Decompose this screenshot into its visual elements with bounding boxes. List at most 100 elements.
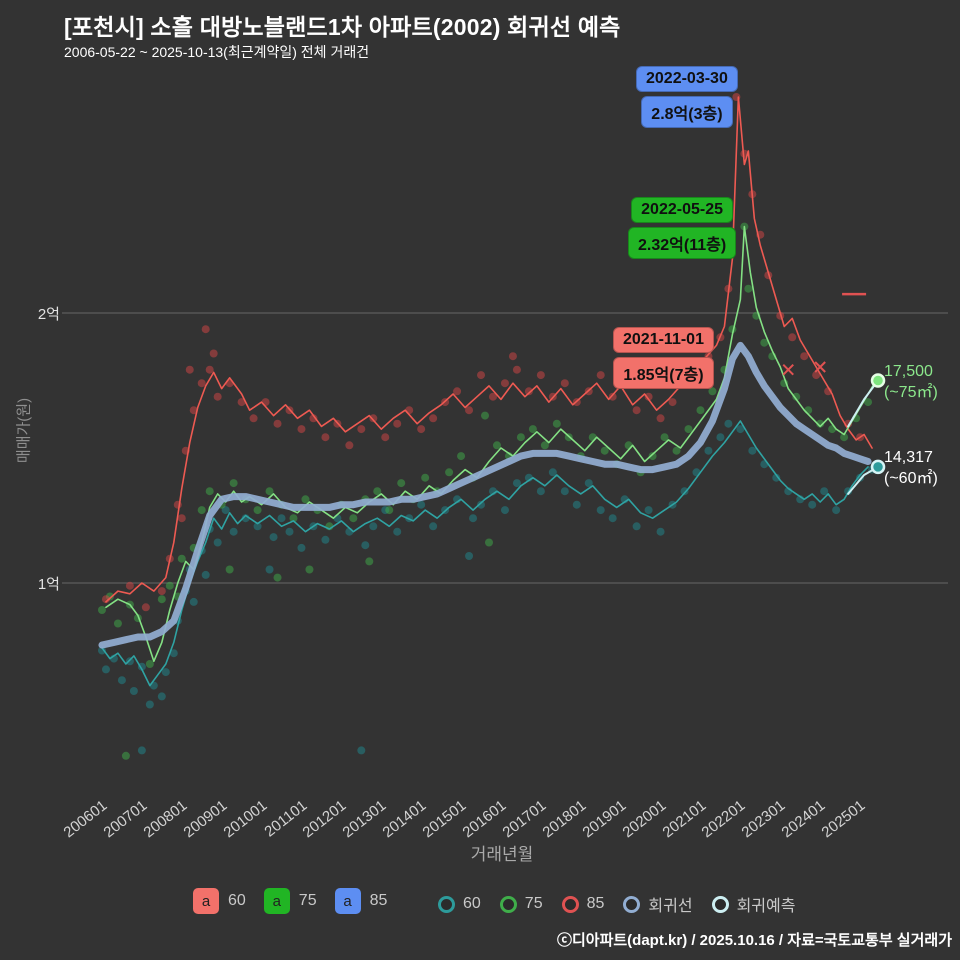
scatter-point-scatter-75 bbox=[301, 495, 310, 504]
legend-box-item-75[interactable]: a 75 bbox=[263, 888, 317, 914]
legend-dot-label: 회귀예측 bbox=[736, 898, 796, 915]
scatter-point-scatter-85 bbox=[261, 398, 270, 407]
legend-dot-item-60[interactable]: 60 bbox=[438, 895, 481, 913]
scatter-point-scatter-75 bbox=[624, 441, 633, 450]
scatter-point-scatter-60 bbox=[572, 500, 581, 509]
scatter-point-scatter-85 bbox=[297, 425, 306, 434]
scatter-point-scatter-75 bbox=[225, 565, 234, 574]
footer-credit: ⓒ디아파트(dapt.kr) / 2025.10.16 / 자료=국토교통부 실… bbox=[556, 932, 952, 949]
price-annotation: 2021-11-01 1.85억(7층) bbox=[613, 327, 714, 389]
scatter-point-scatter-85 bbox=[668, 398, 677, 407]
scatter-point-scatter-60 bbox=[137, 746, 146, 755]
scatter-point-scatter-75 bbox=[305, 565, 314, 574]
scatter-point-scatter-60 bbox=[608, 514, 617, 523]
scatter-point-scatter-60 bbox=[229, 527, 238, 536]
scatter-point-scatter-85 bbox=[209, 349, 218, 358]
legend-box-item-85[interactable]: a 85 bbox=[334, 888, 387, 914]
scatter-point-scatter-60 bbox=[748, 446, 757, 455]
scatter-point-scatter-60 bbox=[265, 565, 274, 574]
scatter-point-scatter-85 bbox=[213, 392, 222, 401]
scatter-point-scatter-60 bbox=[644, 506, 653, 515]
legend-box-item-60[interactable]: a 60 bbox=[193, 888, 246, 914]
series-line-regression bbox=[98, 341, 872, 649]
annotation-date: 2021-11-01 bbox=[613, 327, 714, 353]
scatter-point-scatter-75 bbox=[229, 479, 238, 488]
scatter-point-scatter-60 bbox=[832, 506, 841, 515]
annotation-price: 2.8억(3층) bbox=[641, 96, 733, 128]
annotation-date: 2022-05-25 bbox=[631, 197, 733, 223]
scatter-point-scatter-60 bbox=[429, 522, 438, 531]
scatter-point-scatter-60 bbox=[369, 522, 378, 531]
scatter-point-scatter-85 bbox=[524, 387, 533, 396]
scatter-point-scatter-85 bbox=[249, 414, 258, 423]
scatter-point-scatter-60 bbox=[297, 543, 306, 552]
scatter-point-scatter-60 bbox=[361, 541, 370, 550]
scatter-point-scatter-60 bbox=[157, 692, 166, 701]
scatter-point-scatter-60 bbox=[584, 479, 593, 488]
cancelled-transaction-xmark bbox=[782, 363, 794, 376]
scatter-point-scatter-85 bbox=[656, 414, 665, 423]
legend-dot-label: 회귀선 bbox=[648, 898, 693, 915]
scatter-point-scatter-75 bbox=[145, 660, 154, 668]
legend-dot-icon bbox=[623, 895, 641, 913]
scatter-point-scatter-75 bbox=[253, 506, 262, 515]
scatter-point-scatter-60 bbox=[201, 570, 210, 579]
scatter-point-scatter-75 bbox=[492, 441, 501, 450]
series-line-forecast-75 bbox=[847, 379, 880, 428]
scatter-point-scatter-75 bbox=[165, 581, 174, 590]
legend-dot-label: 75 bbox=[524, 895, 543, 912]
x-axis-title: 거래년월 bbox=[470, 845, 534, 864]
scatter-point-scatter-85 bbox=[596, 371, 605, 380]
page-subtitle: 2006-05-22 ~ 2025-10-13(최근계약일) 전체 거래건 bbox=[64, 44, 370, 60]
scatter-point-scatter-85 bbox=[512, 365, 521, 374]
series-end-value-label: 14,317 (~60㎡) bbox=[884, 447, 938, 489]
scatter-point-scatter-60 bbox=[393, 527, 402, 536]
scatter-point-scatter-85 bbox=[381, 433, 390, 442]
scatter-point-scatter-75 bbox=[157, 595, 166, 604]
price-annotation: 2022-05-25 2.32억(11층) bbox=[628, 197, 737, 259]
scatter-point-scatter-85 bbox=[369, 414, 378, 423]
legend-dot-item-회귀선[interactable]: 회귀선 bbox=[623, 892, 693, 916]
series-line-line-85 bbox=[105, 96, 873, 603]
scatter-point-scatter-60 bbox=[357, 746, 366, 755]
scatter-point-scatter-85 bbox=[393, 419, 402, 428]
scatter-point-scatter-60 bbox=[680, 487, 689, 496]
legend-dot-label: 85 bbox=[586, 895, 605, 912]
scatter-point-scatter-60 bbox=[736, 425, 745, 434]
scatter-point-scatter-85 bbox=[429, 414, 438, 423]
scatter-point-scatter-60 bbox=[469, 514, 478, 523]
scatter-point-scatter-75 bbox=[600, 446, 609, 455]
legend-dot-item-75[interactable]: 75 bbox=[499, 895, 543, 913]
legend-dot-item-85[interactable]: 85 bbox=[561, 895, 605, 913]
scatter-point-scatter-75 bbox=[840, 433, 849, 442]
legend-dot-icon bbox=[499, 895, 517, 913]
scatter-point-scatter-85 bbox=[500, 379, 509, 388]
page-title: [포천시] 소흘 대방노블랜드1차 아파트(2002) 회귀선 예측 bbox=[64, 14, 621, 40]
scatter-point-scatter-75 bbox=[696, 406, 705, 415]
scatter-point-scatter-75 bbox=[365, 557, 374, 566]
scatter-point-scatter-60 bbox=[465, 552, 474, 560]
scatter-point-scatter-60 bbox=[512, 479, 521, 488]
scatter-point-scatter-60 bbox=[169, 649, 178, 658]
scatter-point-scatter-75 bbox=[373, 487, 382, 496]
scatter-point-scatter-60 bbox=[536, 487, 545, 496]
legend-swatch-icon: a bbox=[334, 888, 361, 914]
legend-swatch-icon: a bbox=[193, 888, 219, 914]
scatter-point-scatter-85 bbox=[405, 406, 414, 415]
legend-dot-item-회귀예측[interactable]: 회귀예측 bbox=[711, 892, 796, 916]
scatter-point-scatter-75 bbox=[516, 433, 525, 442]
scatter-point-scatter-75 bbox=[273, 573, 282, 582]
legend-dot-icon bbox=[711, 895, 729, 913]
scatter-point-scatter-60 bbox=[596, 506, 605, 515]
scatter-point-scatter-75 bbox=[684, 425, 693, 434]
scatter-point-scatter-85 bbox=[417, 425, 426, 434]
scatter-point-scatter-85 bbox=[453, 387, 462, 396]
scatter-point-scatter-85 bbox=[477, 371, 486, 380]
scatter-point-scatter-75 bbox=[265, 487, 274, 496]
scatter-point-scatter-75 bbox=[349, 514, 358, 523]
scatter-point-scatter-60 bbox=[632, 522, 641, 531]
y-tick-label: 2억 bbox=[37, 306, 60, 323]
scatter-point-scatter-60 bbox=[548, 468, 557, 477]
scatter-point-scatter-85 bbox=[237, 398, 246, 407]
scatter-point-scatter-85 bbox=[101, 595, 110, 604]
